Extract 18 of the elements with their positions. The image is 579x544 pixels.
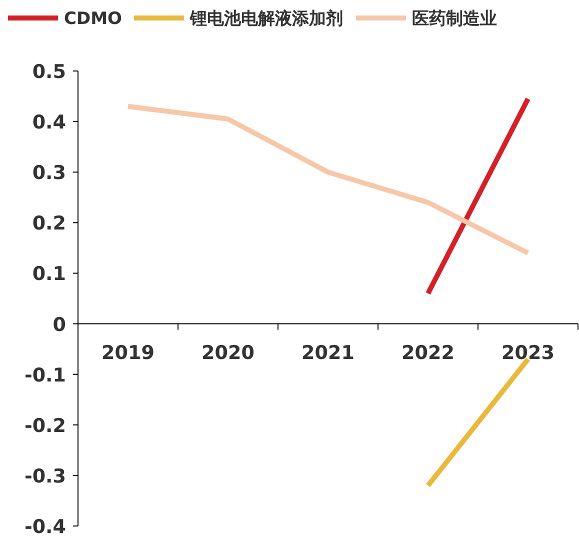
legend-label: 医药制造业 xyxy=(412,9,497,29)
y-tick-label: 0.2 xyxy=(32,212,66,235)
x-tick-label: 2023 xyxy=(502,342,554,364)
x-tick-label: 2020 xyxy=(202,342,254,364)
x-tick-label: 2021 xyxy=(302,342,354,364)
y-tick-label: -0.1 xyxy=(24,364,66,386)
y-tick-label: 0.3 xyxy=(32,162,66,184)
y-tick-label: -0.4 xyxy=(24,516,66,538)
y-tick-label: 0 xyxy=(52,314,66,336)
y-tick-label: -0.2 xyxy=(24,414,66,437)
y-tick-label: -0.3 xyxy=(24,465,66,488)
x-tick-label: 2022 xyxy=(402,342,454,364)
y-tick-label: 0.1 xyxy=(32,263,66,286)
legend-label: CDMO xyxy=(64,9,122,29)
y-tick-label: 0.4 xyxy=(32,112,66,134)
x-tick-label: 2019 xyxy=(102,342,154,364)
y-tick-label: 0.5 xyxy=(32,61,66,83)
legend-label: 锂电池电解液添加剂 xyxy=(188,9,343,29)
